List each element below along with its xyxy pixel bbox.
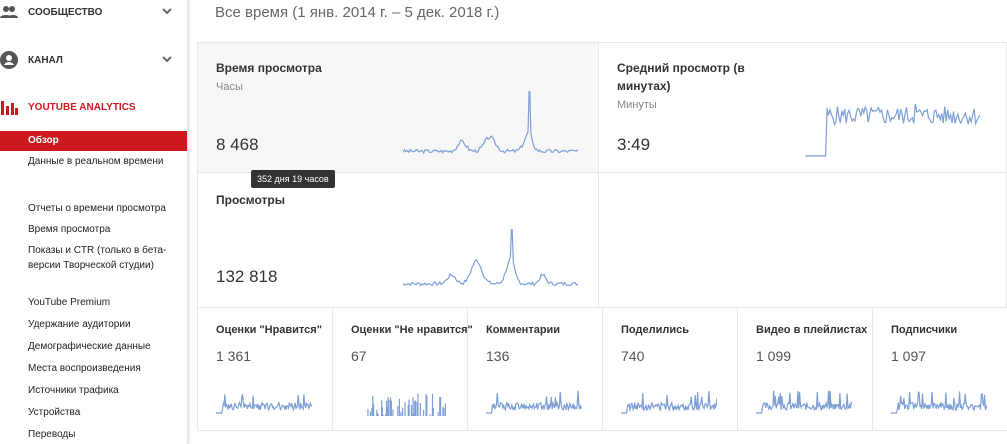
card-value: 132 818: [216, 267, 278, 286]
metric-value: 136: [486, 348, 510, 364]
metric-value: 740: [621, 348, 645, 364]
metric-title: Поделились: [621, 324, 689, 336]
metric-title: Видео в плейлистах: [756, 324, 868, 336]
sparkline: [403, 91, 578, 155]
main: Все время (1 янв. 2014 г. – 5 дек. 2018 …: [197, 0, 1007, 444]
section-label: СООБЩЕСТВО: [28, 6, 103, 18]
sparkline: [805, 103, 980, 157]
sparkline-path: [486, 390, 582, 414]
metric-card[interactable]: Комментарии 136: [467, 307, 603, 431]
card-value: 3:49: [617, 135, 651, 154]
section-label: КАНАЛ: [28, 54, 63, 66]
tooltip: 352 дня 19 часов: [251, 170, 335, 188]
sparkline: [891, 390, 987, 414]
metric-card[interactable]: Время просмотра Часы 8 468: [197, 42, 599, 173]
sparkline: [403, 229, 578, 287]
sparkline: [621, 390, 717, 414]
section[interactable]: КАНАЛ: [0, 50, 187, 70]
card-title: Время просмотра: [216, 61, 322, 75]
metric-value: 67: [351, 348, 367, 364]
metric-card[interactable]: Просмотры 132 818: [197, 172, 599, 308]
sparkline-path: [216, 393, 312, 414]
nav-item[interactable]: Время просмотра: [28, 224, 111, 235]
nav-item[interactable]: YouTube Premium: [28, 297, 111, 308]
card-value: 8 468: [216, 135, 259, 154]
sidebar: СООБЩЕСТВО КАНАЛ YOUTUBE ANALYTICS Обзор…: [0, 0, 188, 444]
empty-card: [598, 172, 1007, 308]
nav-item[interactable]: Переводы: [28, 429, 76, 440]
sparkline: [216, 393, 312, 414]
metric-value: 1 361: [216, 348, 252, 364]
metric-title: Подписчики: [891, 324, 958, 336]
sparkline-path: [367, 393, 446, 416]
metric-title: Оценки "Не нравится": [351, 324, 473, 336]
sparkline-path: [621, 390, 717, 414]
sparkline: [756, 390, 852, 414]
sparkline: [367, 393, 446, 416]
section[interactable]: СООБЩЕСТВО: [0, 2, 187, 22]
card-title: Просмотры: [216, 193, 286, 207]
metric-card[interactable]: Поделились 740: [602, 307, 738, 431]
nav-item[interactable]: Удержание аудитории: [28, 319, 131, 330]
nav-item[interactable]: Данные в реальном времени: [28, 156, 164, 167]
nav-item[interactable]: Демографические данные: [28, 341, 151, 352]
metric-card[interactable]: Оценки "Нравится" 1 361: [197, 307, 333, 431]
metric-card[interactable]: Оценки "Не нравится" 67: [332, 307, 473, 431]
card-title: Средний просмотр (в минутах): [617, 61, 745, 93]
metric-title: Комментарии: [486, 324, 561, 336]
card-unit: Минуты: [617, 99, 657, 111]
metric-title: Оценки "Нравится": [216, 324, 322, 336]
sparkline-path: [756, 390, 852, 414]
nav-item[interactable]: Показы и CTR (только в бета-версии Творч…: [28, 245, 167, 271]
metric-card[interactable]: Видео в плейлистах 1 099: [737, 307, 873, 431]
sparkline-path: [805, 103, 980, 157]
metric-value: 1 099: [756, 348, 792, 364]
metric-value: 1 097: [891, 348, 927, 364]
section-label: YOUTUBE ANALYTICS: [28, 101, 136, 113]
sparkline-path: [403, 91, 578, 155]
sparkline-path: [403, 229, 578, 287]
sparkline-path: [891, 390, 987, 414]
sparkline: [486, 390, 582, 414]
nav-item[interactable]: Места воспроизведения: [28, 363, 141, 374]
metric-card[interactable]: Средний просмотр (в минутах) Минуты 3:49: [598, 42, 1007, 173]
nav-item[interactable]: Источники трафика: [28, 385, 119, 396]
header-title: Все время (1 янв. 2014 г. – 5 дек. 2018 …: [215, 4, 500, 21]
metric-card[interactable]: Подписчики 1 097: [872, 307, 1007, 431]
section[interactable]: YOUTUBE ANALYTICS: [0, 97, 187, 117]
card-unit: Часы: [216, 81, 243, 93]
nav-item[interactable]: Обзор: [0, 131, 187, 151]
nav-item[interactable]: Устройства: [28, 407, 81, 418]
nav-item[interactable]: Отчеты о времени просмотра: [28, 203, 166, 214]
